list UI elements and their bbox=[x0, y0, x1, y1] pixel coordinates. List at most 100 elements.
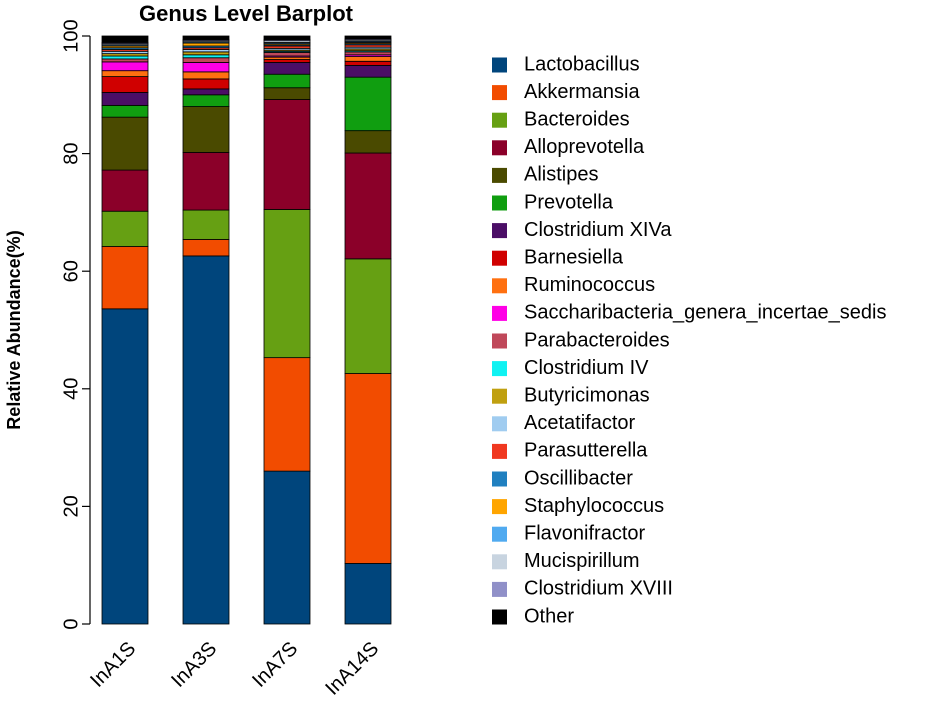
legend-swatch bbox=[492, 361, 507, 377]
bar-segment-other bbox=[101, 35, 149, 43]
legend-item: Parabacteroides bbox=[492, 329, 670, 351]
bar-InA14S bbox=[344, 35, 392, 625]
bar-segment-parabacteroides bbox=[101, 58, 149, 63]
legend-swatch bbox=[492, 499, 507, 515]
legend-item: Akkermansia bbox=[492, 81, 640, 103]
legend-label: Akkermansia bbox=[524, 81, 640, 103]
legend-item: Butyricimonas bbox=[492, 384, 650, 406]
legend-label: Clostridium XIVa bbox=[524, 219, 672, 241]
y-tick-label: 60 bbox=[60, 260, 82, 282]
legend-swatch bbox=[492, 443, 507, 459]
bar-segment-clostridium-iv bbox=[101, 55, 149, 60]
legend-swatch bbox=[492, 57, 507, 73]
bar-segment-saccharibacteria-genera-incertae-sedis bbox=[101, 61, 149, 72]
bar-segment-lactobacillus bbox=[182, 255, 230, 625]
legend-item: Alistipes bbox=[492, 164, 598, 186]
bar-segment-clostridium-xiva bbox=[182, 88, 230, 96]
legend-label: Butyricimonas bbox=[524, 384, 650, 406]
legend-item: Other bbox=[492, 605, 574, 627]
legend-label: Oscillibacter bbox=[524, 467, 633, 489]
legend-item: Acetatifactor bbox=[492, 412, 636, 434]
bar-InA1S bbox=[101, 35, 149, 625]
bar-segment-akkermansia bbox=[263, 357, 311, 472]
y-tick-label: 100 bbox=[60, 19, 82, 52]
legend-item: Oscillibacter bbox=[492, 467, 633, 489]
legend-swatch bbox=[492, 195, 507, 211]
bar-segment-parabacteroides bbox=[263, 52, 311, 57]
bar-segment-butyricimonas bbox=[182, 51, 230, 56]
legend-label: Flavonifractor bbox=[524, 522, 645, 544]
bar-segment-akkermansia bbox=[344, 373, 392, 564]
bar-segment-ruminococcus bbox=[182, 71, 230, 80]
bar-segment-akkermansia bbox=[182, 239, 230, 257]
bar-segment-prevotella bbox=[263, 73, 311, 89]
legend-swatch bbox=[492, 416, 507, 432]
legend-swatch bbox=[492, 112, 507, 128]
bar-segment-staphylococcus bbox=[182, 42, 230, 47]
bar-segment-alistipes bbox=[344, 130, 392, 154]
legend-item: Barnesiella bbox=[492, 246, 624, 268]
x-axis-labels: InA1S InA3S InA7S InA14S bbox=[86, 638, 383, 700]
legend-item: Lactobacillus bbox=[492, 53, 640, 75]
bar-segment-akkermansia bbox=[101, 246, 149, 310]
legend-item: Parasutterella bbox=[492, 440, 648, 462]
legend-item: Clostridium XVIII bbox=[492, 578, 673, 600]
legend-swatch bbox=[492, 85, 507, 101]
bar-segment-barnesiella bbox=[263, 59, 311, 63]
bar-segment-bacteroides bbox=[101, 210, 149, 247]
bar-segment-other bbox=[182, 35, 230, 40]
legend-swatch bbox=[492, 223, 507, 239]
bar-segment-barnesiella bbox=[182, 78, 230, 90]
legend-label: Acetatifactor bbox=[524, 412, 636, 434]
bar-segment-barnesiella bbox=[101, 76, 149, 93]
legend-item: Prevotella bbox=[492, 191, 614, 213]
legend-item: Mucispirillum bbox=[492, 550, 640, 572]
legend-swatch bbox=[492, 526, 507, 542]
bar-segment-bacteroides bbox=[263, 209, 311, 359]
x-tick-label: InA1S bbox=[86, 638, 140, 692]
bar-segment-alloprevotella bbox=[101, 169, 149, 212]
legend-swatch bbox=[492, 278, 507, 294]
bar-segment-clostridium-iv bbox=[182, 54, 230, 59]
legend-item: Flavonifractor bbox=[492, 522, 645, 544]
bar-segment-lactobacillus bbox=[101, 308, 149, 625]
bar-segment-bacteroides bbox=[344, 258, 392, 374]
legend-swatch bbox=[492, 581, 507, 597]
legend-label: Staphylococcus bbox=[524, 495, 664, 517]
bar-segment-alloprevotella bbox=[182, 152, 230, 211]
legend-label: Lactobacillus bbox=[524, 53, 640, 75]
legend: Lactobacillus Akkermansia Bacteroides Allop… bbox=[492, 53, 886, 627]
legend-swatch bbox=[492, 167, 507, 183]
bar-segment-saccharibacteria-genera-incertae-sedis bbox=[182, 62, 230, 73]
bar-segment-parabacteroides bbox=[182, 57, 230, 63]
legend-label: Alloprevotella bbox=[524, 136, 645, 158]
legend-label: Clostridium XVIII bbox=[524, 578, 673, 600]
legend-item: Clostridium IV bbox=[492, 357, 649, 379]
legend-item: Bacteroides bbox=[492, 108, 630, 130]
legend-item: Clostridium XIVa bbox=[492, 219, 672, 241]
legend-item: Saccharibacteria_genera_incertae_sedis bbox=[492, 302, 886, 324]
legend-swatch bbox=[492, 250, 507, 266]
legend-label: Alistipes bbox=[524, 164, 598, 186]
chart-title: Genus Level Barplot bbox=[139, 1, 354, 26]
bar-segment-bacteroides bbox=[182, 209, 230, 240]
bar-segment-clostridium-xiva bbox=[263, 62, 311, 75]
bar-segment-alloprevotella bbox=[263, 99, 311, 210]
legend-label: Bacteroides bbox=[524, 108, 630, 130]
legend-swatch bbox=[492, 333, 507, 349]
legend-item: Ruminococcus bbox=[492, 274, 655, 296]
bar-segment-parabacteroides bbox=[344, 51, 392, 56]
x-tick-label: InA3S bbox=[167, 638, 221, 692]
legend-label: Other bbox=[524, 605, 574, 627]
bar-segment-prevotella bbox=[344, 76, 392, 132]
y-axis: 0 20 40 60 80 100 bbox=[60, 19, 91, 630]
bar-segment-alistipes bbox=[101, 116, 149, 171]
legend-swatch bbox=[492, 609, 507, 625]
legend-swatch bbox=[492, 140, 507, 156]
y-tick-label: 80 bbox=[60, 142, 82, 164]
bar-segment-prevotella bbox=[182, 94, 230, 107]
x-tick-label: InA7S bbox=[248, 638, 302, 692]
legend-label: Clostridium IV bbox=[524, 357, 649, 379]
legend-label: Ruminococcus bbox=[524, 274, 655, 296]
